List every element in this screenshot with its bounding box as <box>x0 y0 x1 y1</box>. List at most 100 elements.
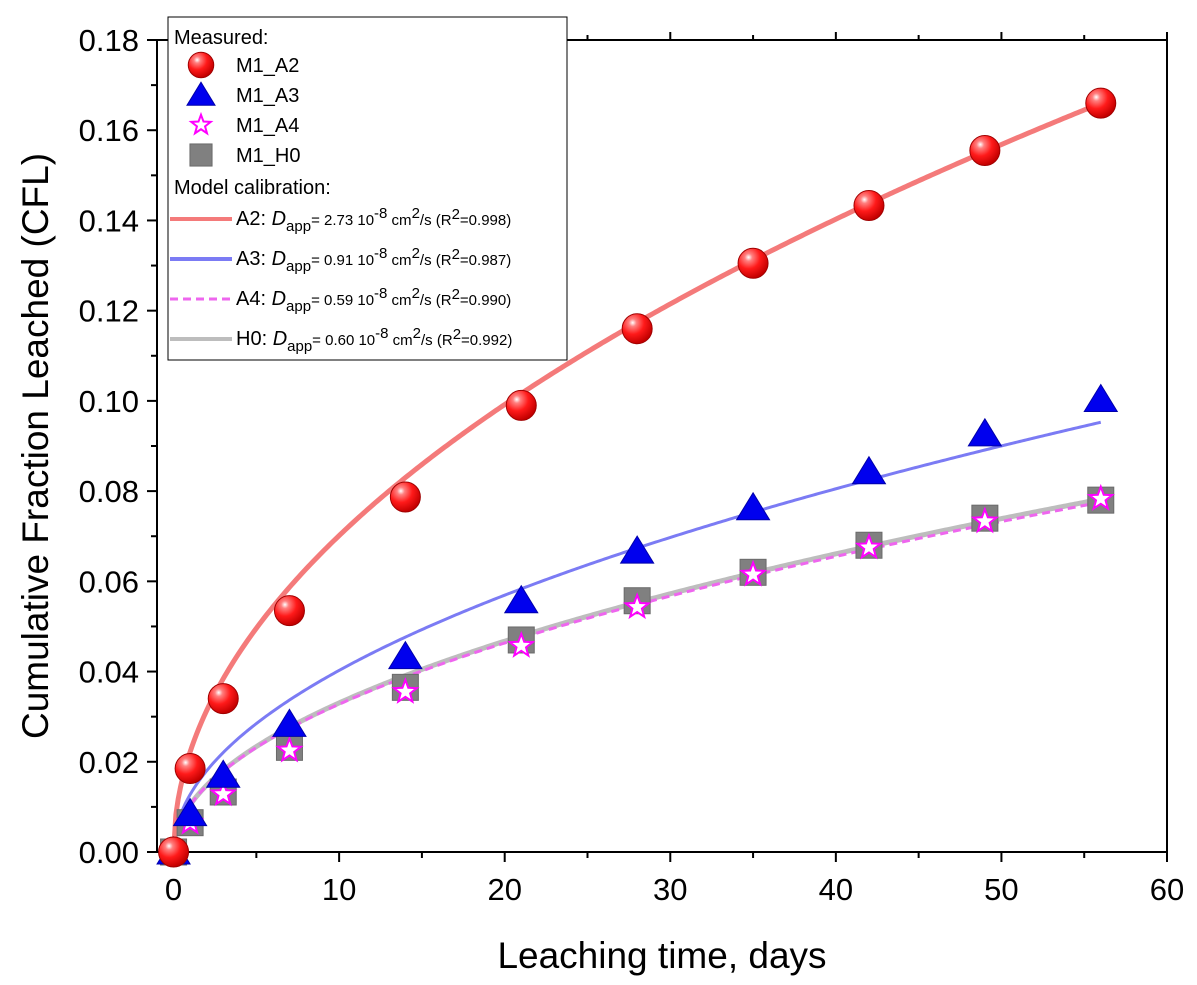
point-m1-a2 <box>969 135 1001 167</box>
legend-model-part: cm <box>387 252 411 269</box>
legend-model-part: /s <box>421 332 433 349</box>
point-m1-a4 <box>623 592 652 620</box>
x-tick-label: 0 <box>165 872 182 907</box>
y-tick-label: 0.14 <box>79 203 139 238</box>
x-tick-label: 40 <box>819 872 853 907</box>
y-tick-label: 0.06 <box>79 564 139 599</box>
point-m1-a3 <box>172 797 208 827</box>
legend-model-part: app <box>286 218 311 235</box>
point-m1-a4 <box>391 676 420 704</box>
legend-model-part: D <box>272 248 286 270</box>
point-m1-a2 <box>389 481 421 513</box>
legend-marker-m1-a3 <box>186 81 216 106</box>
legend-label-m1-a2: M1_A2 <box>236 55 299 77</box>
point-m1-a3 <box>387 640 423 670</box>
point-m1-a3 <box>1083 383 1119 413</box>
model-curve-a3 <box>172 420 1102 852</box>
legend-model-part: 2 <box>452 286 460 303</box>
y-tick-label: 0.04 <box>79 655 139 690</box>
legend-model-part: app <box>287 338 312 355</box>
legend-model-part: =0.990) <box>460 292 511 309</box>
y-tick-label: 0.12 <box>79 294 139 329</box>
legend-model-part: /s <box>420 252 432 269</box>
point-m1-a4 <box>738 559 768 587</box>
legend-label-m1-h0: M1_H0 <box>236 145 300 167</box>
legend-model-part: -8 <box>374 205 387 222</box>
legend-model-label-a2: A2: Dapp= 2.73 10-8 cm2/s (R2=0.998) <box>236 205 511 235</box>
legend-marker-m1-a4 <box>188 111 214 136</box>
legend-model-part: 2 <box>452 206 460 223</box>
y-tick-label: 0.00 <box>79 835 139 870</box>
legend-model-label-a3: A3: Dapp= 0.91 10-8 cm2/s (R2=0.987) <box>236 245 511 275</box>
y-tick-label: 0.02 <box>79 745 139 780</box>
legend-model-part: A4: <box>236 288 272 310</box>
legend-marker-m1-a2 <box>187 51 215 79</box>
legend-model-part: app <box>286 298 311 315</box>
legend-model-part: A3: <box>236 248 272 270</box>
legend-model-part: 2 <box>412 205 420 222</box>
axes: 0 10 20 30 40 50 60 0.00 0.02 0.04 0.06 0.08 0.10 0.1… <box>79 23 1185 907</box>
point-m1-a3 <box>967 417 1003 447</box>
point-m1-a2 <box>737 247 769 279</box>
legend-model-part: cm <box>389 332 413 349</box>
point-m1-a2 <box>621 313 653 345</box>
point-m1-a2 <box>1085 87 1117 119</box>
legend-model-part: cm <box>387 212 411 229</box>
legend-model-part: (R <box>432 212 452 229</box>
legend-model-title: Model calibration: <box>174 177 331 199</box>
point-m1-a4 <box>854 532 884 560</box>
point-m1-a2 <box>505 389 537 421</box>
legend-model-part: -8 <box>374 245 387 262</box>
legend-model-part: /s <box>420 212 432 229</box>
point-m1-a2 <box>853 190 885 222</box>
legend-model-part: cm <box>387 292 411 309</box>
x-tick-label: 20 <box>487 872 521 907</box>
legend-measured-title: Measured: <box>174 27 269 49</box>
legend-model-part: H0: <box>236 328 273 350</box>
legend-model-part: 2 <box>412 285 420 302</box>
point-m1-a4 <box>970 506 1000 534</box>
point-m1-a4 <box>209 779 238 807</box>
legend-model-part: 2 <box>413 325 421 342</box>
legend-model-part: app <box>286 258 311 275</box>
legend-model-part: = 0.60 10 <box>312 332 375 349</box>
legend-model-label-h0: H0: Dapp= 0.60 10-8 cm2/s (R2=0.992) <box>236 325 512 355</box>
data-markers <box>156 87 1119 868</box>
point-m1-a3 <box>272 708 307 737</box>
legend-model-part: =0.992) <box>461 332 512 349</box>
legend-model-part: D <box>272 208 286 230</box>
legend-label-m1-a3: M1_A3 <box>236 85 299 107</box>
legend-model-part: = 0.59 10 <box>311 292 374 309</box>
point-m1-a3 <box>735 491 771 521</box>
point-m1-a2 <box>158 836 190 868</box>
y-tick-label: 0.08 <box>79 474 139 509</box>
legend-box <box>167 16 568 361</box>
y-axis-title: Cumulative Fraction Leached (CFL) <box>15 153 56 739</box>
point-m1-a2 <box>174 753 206 785</box>
point-m1-a2 <box>207 683 239 715</box>
point-m1-a4 <box>1086 483 1115 511</box>
legend: Measured: M1_A2 M1_A3 M1_A4 M1_H0 Model cal… <box>167 16 568 361</box>
point-m1-a2 <box>273 595 305 627</box>
point-m1-a4 <box>275 735 304 763</box>
legend-label-m1-a4: M1_A4 <box>236 115 299 137</box>
legend-model-part: A2: <box>236 208 272 230</box>
legend-model-part: D <box>272 288 286 310</box>
x-tick-label: 10 <box>322 872 356 907</box>
x-axis-title: Leaching time, days <box>497 935 826 976</box>
legend-model-part: =0.987) <box>460 252 511 269</box>
x-tick-label: 60 <box>1150 872 1184 907</box>
legend-model-part: 2 <box>412 245 420 262</box>
legend-model-part: -8 <box>374 285 387 302</box>
legend-model-part: = 2.73 10 <box>311 212 374 229</box>
legend-model-part: 2 <box>453 326 461 343</box>
legend-model-part: D <box>273 328 287 350</box>
legend-model-part: /s <box>420 292 432 309</box>
legend-model-part: = 0.91 10 <box>311 252 374 269</box>
y-tick-label: 0.16 <box>79 113 139 148</box>
legend-model-part: =0.998) <box>460 212 511 229</box>
legend-model-part: (R <box>433 332 453 349</box>
point-m1-a4 <box>507 630 536 658</box>
point-m1-a3 <box>205 759 241 788</box>
